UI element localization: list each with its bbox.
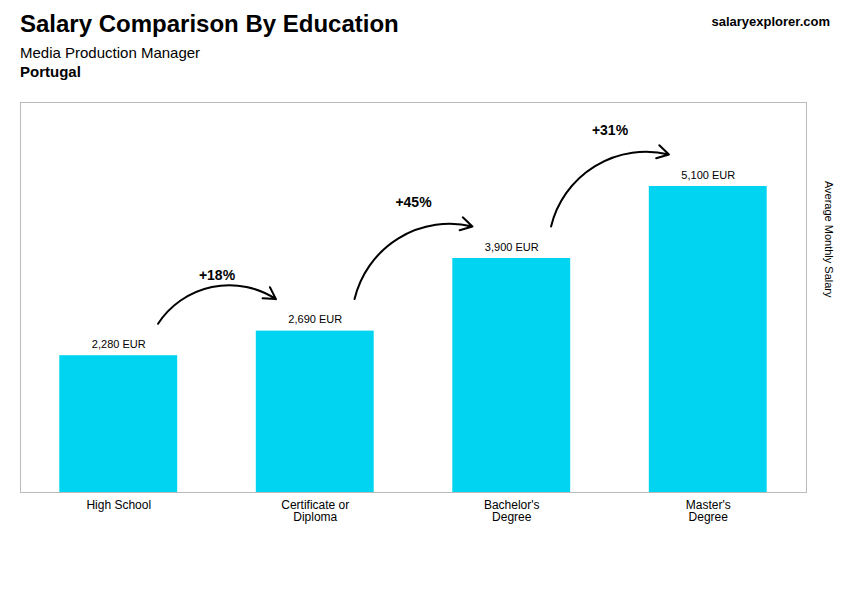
html-text:Media Production Manager: Media Production Manager [20,44,201,61]
svg-text:5,100 EUR: 5,100 EUR [681,169,735,181]
svg-text:Master'sDegree: Master'sDegree [686,498,731,524]
html-text:salaryexplorer.com: salaryexplorer.com [711,14,830,29]
svg-text:3,900 EUR: 3,900 EUR [485,241,539,253]
svg-text:2,690 EUR: 2,690 EUR [288,313,342,325]
svg-text:Average Monthly Salary: Average Monthly Salary [823,181,835,298]
svg-text:Bachelor'sDegree: Bachelor'sDegree [484,498,540,524]
html-text:Salary Comparison By Education: Salary Comparison By Education [20,10,399,37]
svg-text:Certificate orDiploma: Certificate orDiploma [281,498,349,524]
svg-text:+31%: +31% [592,122,629,138]
svg-text:2,280 EUR: 2,280 EUR [92,338,146,350]
html-text:Portugal: Portugal [20,63,81,80]
svg-text:High School: High School [86,498,151,512]
svg-text:+45%: +45% [395,194,432,210]
svg-text:+18%: +18% [199,267,236,283]
